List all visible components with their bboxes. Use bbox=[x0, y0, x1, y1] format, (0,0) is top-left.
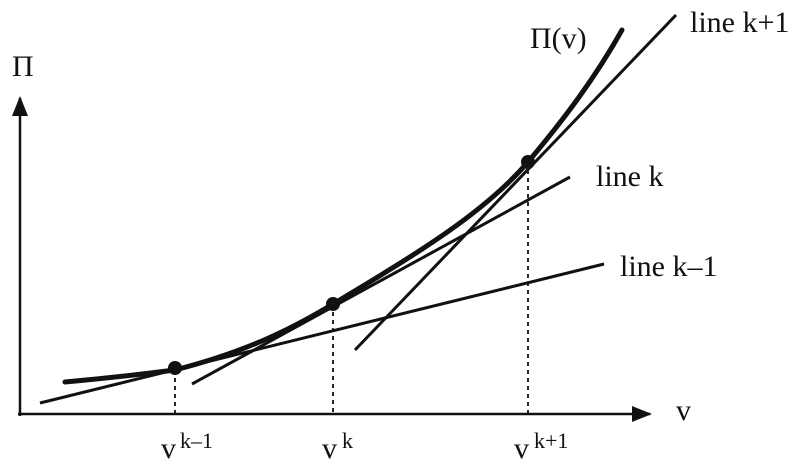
tick-label-k-1: v k–1 bbox=[161, 428, 213, 465]
tangent-line-k+1 bbox=[353, 13, 678, 352]
svg-text:v: v bbox=[161, 432, 176, 465]
svg-text:k–1: k–1 bbox=[180, 428, 213, 453]
x-axis-label: v bbox=[676, 394, 691, 427]
svg-text:v: v bbox=[514, 432, 529, 465]
tangent-point-k+1 bbox=[521, 155, 535, 169]
curve-label: Π(v) bbox=[530, 22, 587, 55]
tick-label-k: v k bbox=[322, 428, 353, 465]
tangent-line-k bbox=[191, 175, 571, 386]
line-label-k: line k bbox=[596, 160, 664, 193]
y-axis-label: Π bbox=[12, 50, 34, 83]
tangent-point-k bbox=[326, 297, 340, 311]
tick-label-k+1: v k+1 bbox=[514, 428, 568, 465]
svg-text:k+1: k+1 bbox=[534, 428, 568, 453]
svg-text:v: v bbox=[322, 432, 337, 465]
tangent-point-k-1 bbox=[168, 361, 182, 375]
line-label-k-1: line k–1 bbox=[620, 250, 718, 283]
svg-text:k: k bbox=[342, 428, 353, 453]
line-label-k+1: line k+1 bbox=[690, 6, 789, 39]
tangent-line-k-1 bbox=[39, 262, 605, 405]
